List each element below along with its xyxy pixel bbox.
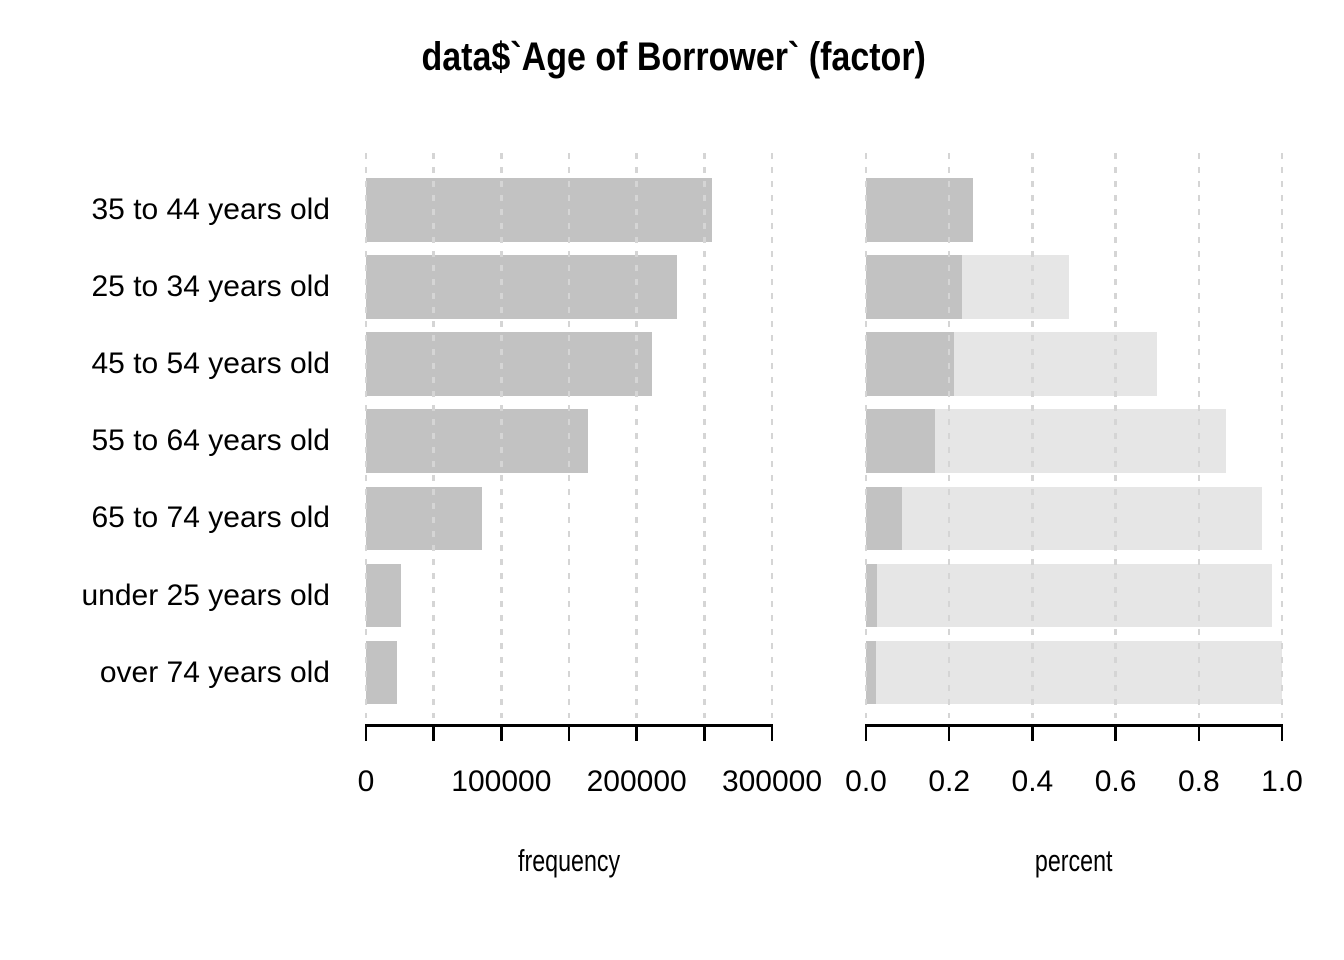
gridline (1197, 153, 1201, 718)
x-tick-label: 0.0 (845, 765, 887, 798)
gridline (1280, 153, 1284, 718)
chart-title: data$`Age of Borrower` (factor) (0, 33, 1344, 81)
bar-percent (866, 332, 955, 396)
x-tick-label: 0 (357, 765, 375, 798)
bar-frequency (366, 563, 402, 628)
x-tick-label: 0.2 (928, 765, 971, 798)
gridline (500, 153, 503, 718)
chart-title-text: data$`Age of Borrower` (factor) (421, 35, 927, 79)
frequency-axis-title: frequency (366, 844, 772, 878)
x-axis-tick (1031, 724, 1034, 741)
bar-frequency (366, 640, 398, 705)
category-label: under 25 years old (81, 578, 331, 612)
x-axis-tick (1114, 724, 1117, 741)
bar-percent (866, 563, 877, 628)
bar-percent (866, 178, 973, 242)
x-axis-tick (364, 724, 368, 741)
category-label: 35 to 44 years old (91, 192, 331, 226)
bar-frequency (366, 255, 678, 319)
bar-percent (866, 409, 935, 473)
x-tick-label: 1.0 (1261, 765, 1303, 798)
bar-percent (866, 255, 963, 319)
category-label: 45 to 54 years old (91, 347, 331, 381)
bar-cumulative-percent (866, 563, 1273, 628)
gridline (432, 153, 435, 718)
percent-axis-title: percent (866, 844, 1282, 878)
bar-percent (866, 640, 876, 705)
category-label: over 74 years old (99, 655, 330, 689)
x-axis-line (864, 724, 1284, 727)
gridline (1031, 153, 1034, 718)
x-axis-tick (703, 724, 706, 741)
bar-frequency (366, 332, 652, 396)
x-tick-label: 300000 (721, 765, 823, 798)
x-axis-tick (432, 724, 435, 741)
gridline (567, 153, 571, 718)
x-tick-label: 100000 (451, 765, 552, 798)
gridline (864, 153, 868, 718)
x-tick-label: 0.6 (1094, 765, 1137, 798)
bar-frequency (366, 409, 588, 473)
x-tick-label: 0.8 (1177, 765, 1220, 798)
gridline (1114, 153, 1117, 718)
gridline (703, 153, 706, 718)
x-axis-tick (864, 724, 868, 741)
gridline (364, 153, 368, 718)
category-label: 65 to 74 years old (91, 501, 331, 535)
x-axis-tick (1280, 724, 1284, 741)
category-label: 55 to 64 years old (91, 424, 331, 458)
bar-percent (866, 486, 902, 551)
frequency-axis-title-text: frequency (517, 843, 621, 878)
x-tick-label: 200000 (586, 765, 687, 798)
x-axis-tick (947, 724, 951, 741)
x-axis-tick (635, 724, 638, 741)
x-tick-label: 0.4 (1011, 765, 1054, 798)
bar-cumulative-percent (866, 640, 1282, 705)
bar-cumulative-percent (866, 486, 1262, 551)
gridline (635, 153, 638, 718)
gridline (947, 153, 951, 718)
bar-frequency (366, 178, 713, 242)
x-axis-tick (500, 724, 503, 741)
x-axis-tick (770, 724, 774, 741)
x-axis-tick (1197, 724, 1201, 741)
category-label: 25 to 34 years old (91, 269, 331, 303)
gridline (770, 153, 774, 718)
x-axis-tick (567, 724, 571, 741)
percent-axis-title-text: percent (1035, 843, 1113, 878)
bar-frequency (366, 486, 483, 551)
